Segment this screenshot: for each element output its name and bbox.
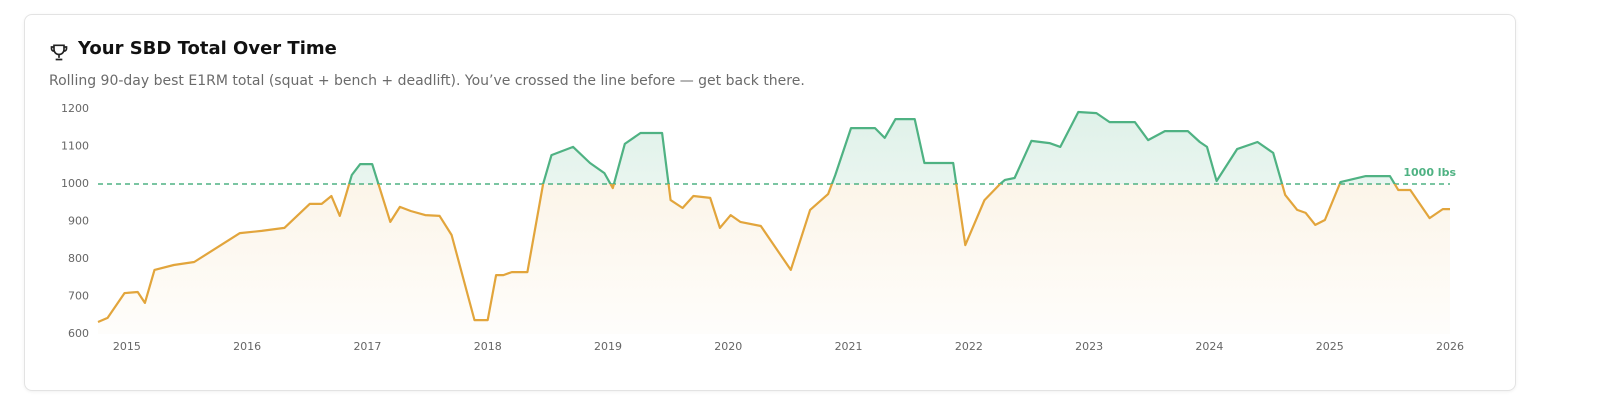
x-tick-label: 2023 [1075,340,1103,353]
area-above [98,112,1450,184]
x-tick-label: 2018 [474,340,502,353]
card [24,14,1516,391]
x-tick-label: 2021 [835,340,863,353]
x-tick-label: 2016 [233,340,261,353]
x-tick-label: 2017 [353,340,381,353]
x-tick-label: 2026 [1436,340,1464,353]
y-tick-label: 1100 [61,140,89,153]
x-tick-label: 2020 [714,340,742,353]
y-tick-label: 1200 [61,102,89,115]
x-tick-label: 2019 [594,340,622,353]
x-tick-label: 2022 [955,340,983,353]
x-tick-label: 2015 [113,340,141,353]
y-tick-label: 600 [68,327,89,340]
line-above [348,110,1396,184]
subtitle: Rolling 90-day best E1RM total (squat + … [49,73,805,89]
y-tick-label: 1000 [61,177,89,190]
threshold-label: 1000 lbs [1403,166,1456,179]
trophy-icon [50,44,68,61]
x-tick-label: 2025 [1316,340,1344,353]
y-tick-label: 700 [68,290,89,303]
y-tick-label: 800 [68,252,89,265]
line-below [97,184,1450,324]
area-below [98,184,1450,334]
title: Your SBD Total Over Time [78,38,337,59]
y-tick-label: 900 [68,215,89,228]
x-tick-label: 2024 [1195,340,1223,353]
